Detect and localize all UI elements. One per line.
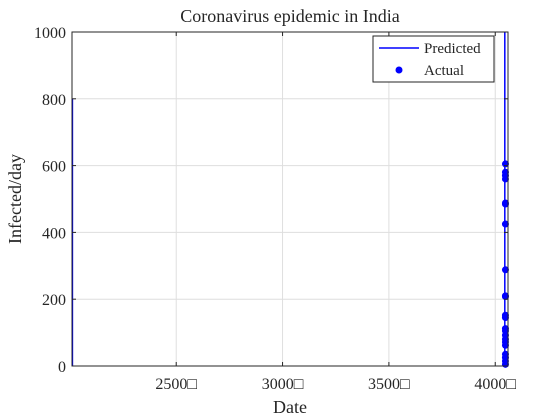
actual-data-point xyxy=(501,220,509,228)
legend-marker-swatch xyxy=(395,66,403,74)
actual-data-point xyxy=(501,293,509,301)
plot-frame xyxy=(71,31,509,367)
legend-box xyxy=(372,35,495,83)
y-tick-label: 200 xyxy=(42,292,66,309)
x-tick-label: 2500□ xyxy=(155,376,197,393)
y-tick-label: 400 xyxy=(42,225,66,242)
axis-ticks: 2500□ 3000□ 3500□ 4000□ 0 200 400 600 800 1000 xyxy=(34,25,516,393)
chart-title: Coronavirus epidemic in India xyxy=(180,6,399,26)
actual-data-point xyxy=(501,314,509,322)
actual-data-point xyxy=(501,200,509,208)
x-axis-label: Date xyxy=(273,397,307,417)
legend: Predicted Actual xyxy=(372,35,495,83)
actual-data-point xyxy=(501,266,509,274)
y-tick-label: 0 xyxy=(58,359,66,376)
x-tick-label: 4000□ xyxy=(474,376,516,393)
actual-data-point xyxy=(501,341,509,349)
actual-data-point xyxy=(501,175,509,183)
x-tick-label: 3500□ xyxy=(368,376,410,393)
y-tick-label: 1000 xyxy=(34,25,66,42)
y-tick-label: 600 xyxy=(42,159,66,176)
x-tick-label: 3000□ xyxy=(262,376,304,393)
y-tick-label: 800 xyxy=(42,92,66,109)
legend-label-actual: Actual xyxy=(424,63,464,79)
legend-label-predicted: Predicted xyxy=(424,41,481,57)
y-axis-label: Infected/day xyxy=(5,154,25,244)
